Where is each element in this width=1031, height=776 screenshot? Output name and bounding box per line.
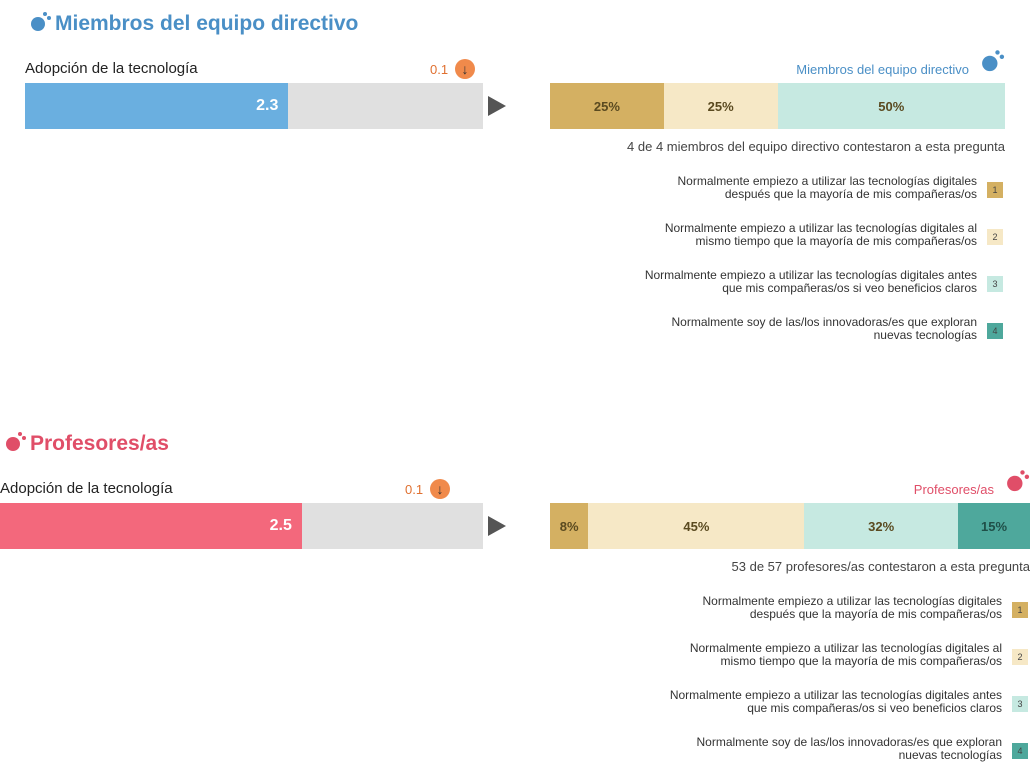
legend-line: mismo tiempo que la mayoría de mis compa… <box>695 234 977 248</box>
legend-line: Normalmente empiezo a utilizar las tecno… <box>677 174 977 188</box>
group-icon <box>982 50 1005 72</box>
legend-key: 1 <box>987 182 1003 198</box>
distribution-segment: 25% <box>663 83 778 129</box>
legend-text: Normalmente empiezo a utilizar las tecno… <box>665 222 977 248</box>
score-label: 2.5 <box>269 517 292 534</box>
legend-line: Normalmente empiezo a utilizar las tecno… <box>702 594 1002 608</box>
legend-text: Normalmente empiezo a utilizar las tecno… <box>690 642 1002 668</box>
legend-line: después que la mayoría de mis compañeras… <box>724 187 977 201</box>
distribution-segment: 8% <box>550 503 589 549</box>
delta-icon: ↓ <box>430 479 450 499</box>
legend-text: Normalmente soy de las/los innovadoras/e… <box>671 316 977 342</box>
distribution-segment: 15% <box>958 503 1030 549</box>
score-bar <box>0 503 302 549</box>
arrow <box>488 516 506 536</box>
distribution-segment: 45% <box>588 503 805 549</box>
legend-key: 1 <box>1012 602 1028 618</box>
legend-text: Normalmente soy de las/los innovadoras/e… <box>696 736 1002 762</box>
legend-line: Normalmente soy de las/los innovadoras/e… <box>696 735 1002 749</box>
legend-line: nuevas tecnologías <box>873 328 977 342</box>
group-icon <box>1007 470 1030 492</box>
distribution-segment: 50% <box>777 83 1005 129</box>
legend-key: 2 <box>987 229 1003 245</box>
delta: 0.1 <box>430 62 449 77</box>
metric-label: Adopción de la tecnología <box>25 60 198 77</box>
score-label: 2.3 <box>256 97 279 114</box>
legend-line: Normalmente empiezo a utilizar las tecno… <box>669 688 1002 702</box>
legend-text: Normalmente empiezo a utilizar las tecno… <box>703 595 1002 621</box>
legend-key: 2 <box>1012 649 1028 665</box>
legend-line: Normalmente empiezo a utilizar las tecno… <box>664 221 977 235</box>
legend-text: Normalmente empiezo a utilizar las tecno… <box>670 689 1002 715</box>
legend-line: mismo tiempo que la mayoría de mis compa… <box>720 654 1002 668</box>
metric-label: Adopción de la tecnología <box>0 480 173 497</box>
legend-key: 4 <box>1012 743 1028 759</box>
legend-line: Normalmente empiezo a utilizar las tecno… <box>689 641 1002 655</box>
legend-line: que mis compañeras/os si veo beneficios … <box>747 701 1002 715</box>
legend-line: Normalmente empiezo a utilizar las tecno… <box>644 268 977 282</box>
section-title: Profesores/as <box>30 432 169 455</box>
legend-line: que mis compañeras/os si veo beneficios … <box>722 281 977 295</box>
legend-line: Normalmente soy de las/los innovadoras/e… <box>671 315 977 329</box>
score-bar <box>25 83 289 129</box>
group-icon <box>31 12 51 31</box>
group-label: Miembros del equipo directivo <box>796 62 969 77</box>
response-count: 4 de 4 miembros del equipo directivo con… <box>627 139 1005 154</box>
response-count: 53 de 57 profesores/as contestaron a est… <box>731 559 1030 574</box>
delta-icon: ↓ <box>455 59 475 79</box>
delta: 0.1 <box>405 482 424 497</box>
distribution-segment: 25% <box>550 83 664 129</box>
legend-key: 4 <box>987 323 1003 339</box>
section-title: Miembros del equipo directivo <box>55 12 359 35</box>
legend-text: Normalmente empiezo a utilizar las tecno… <box>645 269 977 295</box>
group-label: Profesores/as <box>913 482 994 497</box>
legend-line: después que la mayoría de mis compañeras… <box>749 607 1002 621</box>
legend-text: Normalmente empiezo a utilizar las tecno… <box>678 175 977 201</box>
legend-key: 3 <box>1012 696 1028 712</box>
arrow <box>488 96 506 116</box>
group-icon <box>6 432 26 451</box>
legend-line: nuevas tecnologías <box>898 748 1002 762</box>
distribution-segment: 32% <box>804 503 958 549</box>
legend-key: 3 <box>987 276 1003 292</box>
